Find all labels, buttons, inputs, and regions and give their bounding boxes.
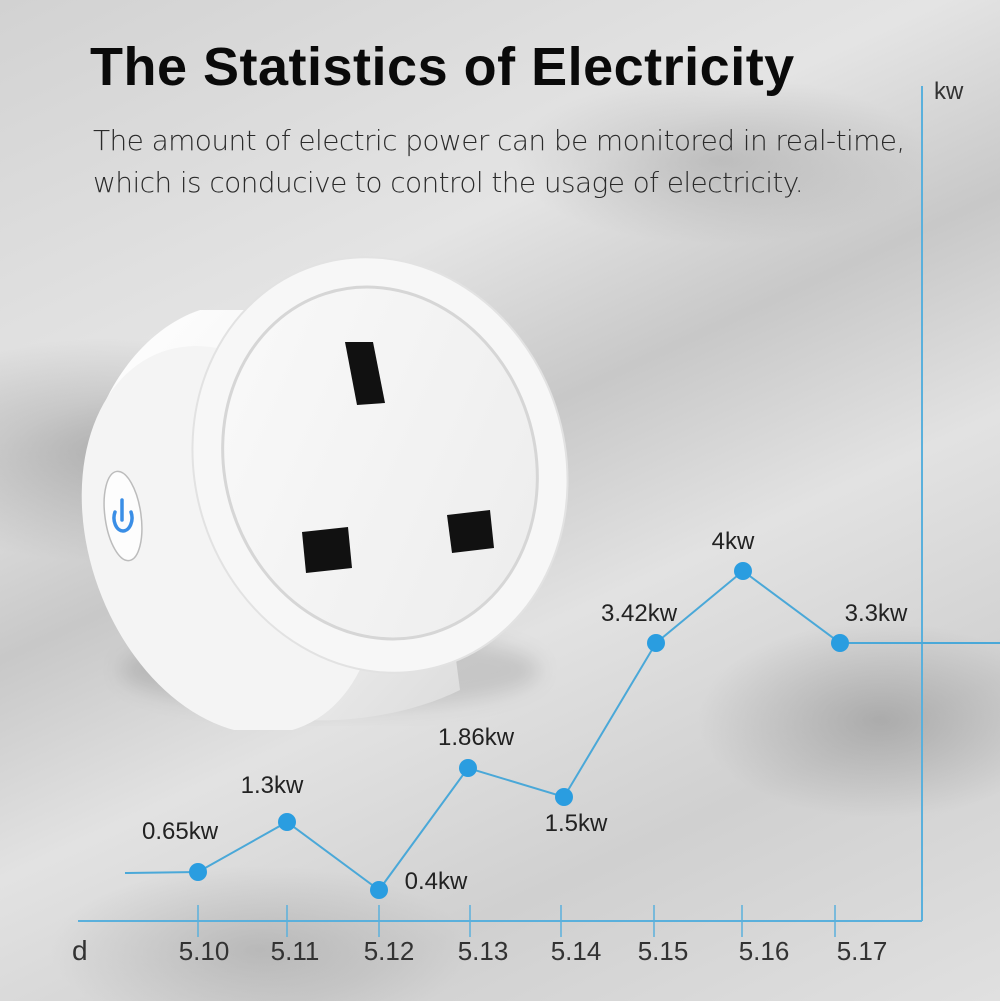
data-point-5-13 (459, 759, 477, 777)
x-tick-label: 5.12 (363, 936, 415, 966)
power-icon (112, 498, 134, 533)
smart-plug-image (81, 256, 569, 730)
x-tick-label: 5.14 (550, 936, 602, 966)
x-tick-label: 5.16 (738, 936, 790, 966)
point-label: 4kw (711, 528, 755, 555)
data-point-5-17 (831, 634, 849, 652)
point-label: 3.42kw (600, 600, 678, 627)
point-label: 1.86kw (437, 724, 515, 751)
data-point-5-15 (647, 634, 665, 652)
data-points (189, 562, 849, 899)
x-tick-label: 5.15 (637, 936, 689, 966)
page-title: The Statistics of Electricity (90, 37, 795, 97)
point-label: 3.3kw (844, 600, 908, 627)
power-series-line (124, 569, 1000, 892)
data-point-5-10 (189, 863, 207, 881)
subtitle-line-2: which is conducive to control the usage … (93, 166, 804, 199)
subtitle-line-1: The amount of electric power can be moni… (93, 124, 905, 157)
x-axis-unit: d (72, 935, 88, 966)
y-axis-unit: kw (934, 78, 964, 105)
point-label: 0.65kw (141, 818, 219, 845)
x-tick-label: 5.11 (270, 936, 320, 966)
x-tick-label: 5.13 (457, 936, 509, 966)
data-point-5-16 (734, 562, 752, 580)
data-point-5-12 (370, 881, 388, 899)
data-point-5-14 (555, 788, 573, 806)
x-tick-label: 5.10 (178, 936, 230, 966)
x-ticks (197, 905, 836, 937)
x-tick-label: 5.17 (836, 936, 888, 966)
point-label: 1.3kw (240, 772, 304, 799)
page-subtitle: The amount of electric power can be moni… (93, 120, 913, 204)
point-label: 0.4kw (404, 868, 468, 895)
data-point-5-11 (278, 813, 296, 831)
point-label: 1.5kw (544, 810, 608, 837)
